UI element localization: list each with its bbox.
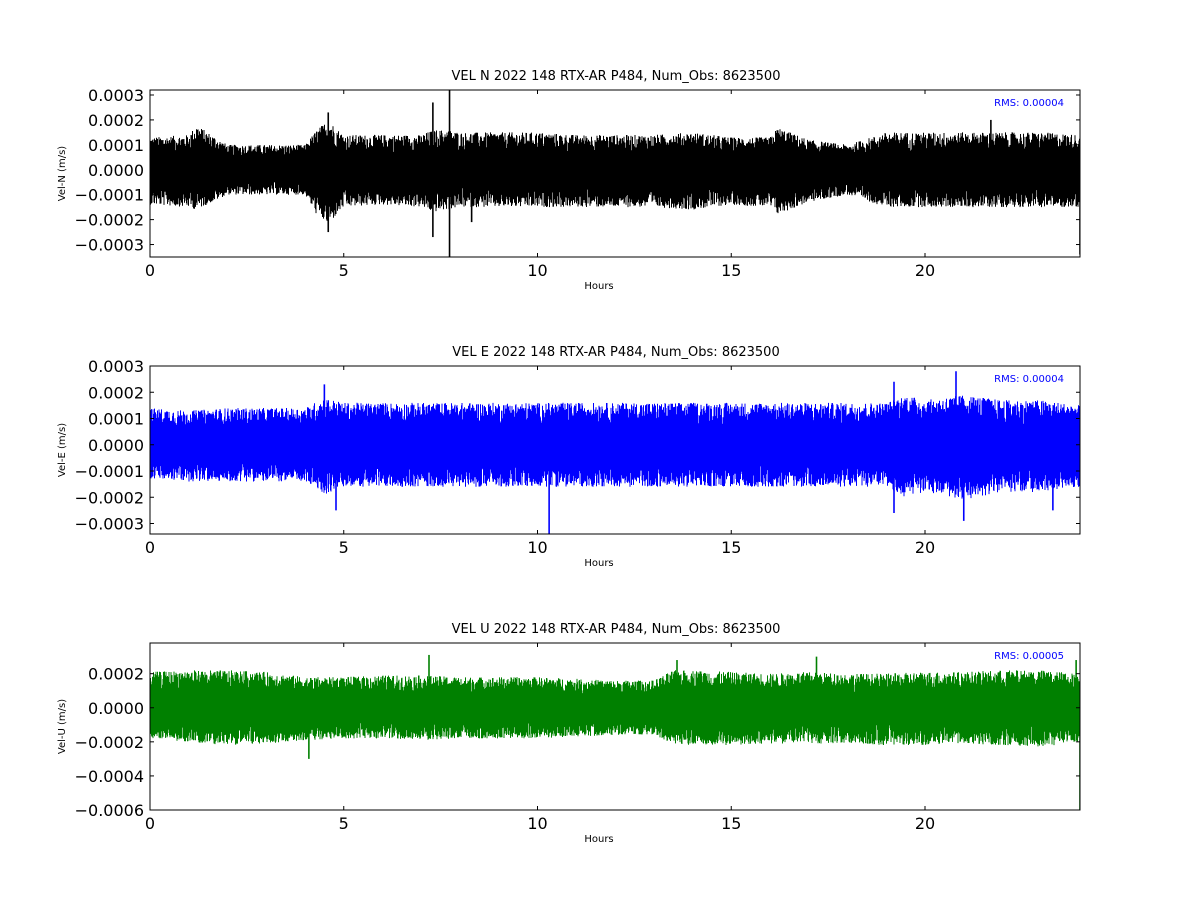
x-tick-label: 5 [339, 261, 349, 280]
y-axis-label: Vel-N (m/s) [57, 146, 68, 201]
y-tick-label: −0.0003 [75, 515, 144, 534]
chart-panel-2: 0.0003 0.0002 0.0001 0.0000 −0.0001 −0.0002 −0… [57, 345, 1081, 569]
y-tick-label: −0.0001 [75, 186, 144, 205]
chart-title: VEL N 2022 148 RTX-AR P484, Num_Obs: 862… [452, 69, 781, 84]
x-tick-label: 10 [527, 538, 547, 557]
y-tick-label: 0.0000 [88, 436, 144, 455]
y-tick-label: 0.0001 [88, 410, 144, 429]
y-tick-label: 0.0003 [88, 357, 144, 376]
rms-annotation: RMS: 0.00004 [994, 374, 1064, 385]
plot-area [150, 371, 1080, 534]
y-tick-label: −0.0002 [75, 488, 144, 507]
x-tick-label: 15 [721, 538, 741, 557]
chart-title: VEL U 2022 148 RTX-AR P484, Num_Obs: 862… [452, 622, 781, 637]
y-tick-label: 0.0001 [88, 136, 144, 155]
y-tick-label: 0.0002 [88, 665, 144, 684]
axes-frame [149, 642, 1081, 811]
y-axis-label: Vel-U (m/s) [57, 699, 68, 754]
x-axis-label: Hours [584, 281, 613, 292]
x-tick-label: 15 [721, 814, 741, 833]
rms-annotation: RMS: 0.00004 [994, 98, 1064, 109]
y-tick-label: 0.0000 [88, 161, 144, 180]
x-tick-label: 5 [339, 538, 349, 557]
rms-annotation: RMS: 0.00005 [994, 651, 1064, 662]
x-tick-label: 10 [527, 261, 547, 280]
x-tick-label: 20 [915, 814, 935, 833]
chart-title: VEL E 2022 148 RTX-AR P484, Num_Obs: 862… [452, 345, 779, 360]
y-tick-label: −0.0006 [75, 801, 144, 820]
plot-area [150, 90, 1080, 257]
axes-frame [149, 365, 1081, 535]
x-tick-label: 15 [721, 261, 741, 280]
chart-panel-1: 0.0003 0.0002 0.0001 0.0000 −0.0001 −0.0002 −0… [57, 69, 1081, 292]
y-tick-label: −0.0002 [75, 733, 144, 752]
y-tick-label: −0.0003 [75, 236, 144, 255]
data-series-signal [150, 395, 1080, 499]
x-axis-label: Hours [584, 834, 613, 845]
data-series-signal [150, 670, 1080, 747]
y-tick-label: −0.0001 [75, 462, 144, 481]
x-tick-label: 0 [145, 261, 155, 280]
y-tick-label: −0.0002 [75, 211, 144, 230]
y-tick-label: 0.0002 [88, 111, 144, 130]
plot-area [150, 654, 1080, 810]
y-tick-label: −0.0004 [75, 767, 144, 786]
data-series-signal [150, 124, 1080, 221]
x-tick-label: 20 [915, 261, 935, 280]
y-axis-label: Vel-E (m/s) [57, 423, 68, 477]
x-tick-label: 20 [915, 538, 935, 557]
x-tick-label: 10 [527, 814, 547, 833]
x-axis-label: Hours [584, 558, 613, 569]
x-tick-label: 0 [145, 814, 155, 833]
y-tick-label: 0.0002 [88, 383, 144, 402]
axes-frame [149, 89, 1081, 258]
x-tick-label: 5 [339, 814, 349, 833]
x-tick-label: 0 [145, 538, 155, 557]
y-tick-label: 0.0003 [88, 86, 144, 105]
y-tick-label: 0.0000 [88, 699, 144, 718]
